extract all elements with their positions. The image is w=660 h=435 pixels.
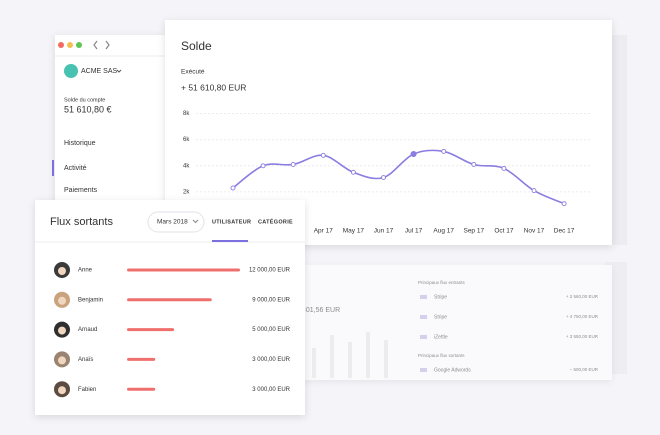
balance-label: Solde du compte bbox=[64, 97, 105, 103]
line bbox=[232, 149, 565, 205]
icon bbox=[420, 315, 427, 319]
row-value: 3 000,00 EUR bbox=[252, 387, 290, 393]
tab[interactable]: CATÉGORIE bbox=[258, 217, 293, 225]
icon bbox=[420, 295, 427, 299]
chart-subtitle: Exécuté bbox=[181, 69, 205, 76]
card bbox=[35, 200, 305, 415]
inflow-amount: + 3 550,00 EUR bbox=[566, 334, 599, 339]
rows: Anne 12 000,00 EUR Benjamin 9 000,00 EUR Arn… bbox=[54, 262, 291, 398]
chart-title: Solde bbox=[181, 39, 212, 53]
avatar-face bbox=[58, 296, 66, 305]
row-value: 9 000,00 EUR bbox=[252, 297, 290, 303]
inflow-amount: + 4 750,00 EUR bbox=[566, 314, 599, 319]
nav-arrows[interactable] bbox=[93, 40, 110, 50]
outflow-name: Google Adwords bbox=[434, 367, 471, 373]
avatar-face bbox=[58, 326, 66, 335]
period: Mars 2018 bbox=[157, 219, 188, 226]
row-name: Fabien bbox=[78, 387, 96, 393]
x-tick-label: Dec 17 bbox=[554, 228, 575, 235]
avatar-face bbox=[58, 356, 66, 365]
outflow-amount: − 500,00 EUR bbox=[570, 367, 599, 372]
menu-item[interactable]: Historique bbox=[64, 140, 96, 147]
inflow-name: iZettle bbox=[434, 334, 448, 340]
menu: Historique Activité Paiements bbox=[52, 140, 98, 194]
point bbox=[290, 162, 296, 167]
x-tick-label: Aug 17 bbox=[433, 228, 454, 235]
inflow-name: Stripe bbox=[434, 294, 447, 300]
row-bar bbox=[127, 268, 240, 272]
icon bbox=[420, 335, 427, 339]
row-name: Anne bbox=[78, 268, 93, 274]
avatar-face bbox=[58, 386, 66, 395]
point bbox=[501, 165, 507, 171]
x-tick-label: Jul 17 bbox=[405, 228, 423, 235]
x-tick-label: Nov 17 bbox=[524, 228, 545, 235]
x-tick-label: Jun 17 bbox=[374, 228, 394, 235]
row-bar bbox=[127, 357, 156, 361]
point bbox=[230, 185, 236, 191]
tab-underline bbox=[212, 240, 248, 242]
point bbox=[531, 188, 537, 194]
x-tick-label: Apr 17 bbox=[314, 228, 334, 235]
flux-title: Flux sortants bbox=[50, 216, 113, 228]
logo bbox=[64, 64, 78, 78]
row-value: 3 000,00 EUR bbox=[252, 357, 290, 363]
amount: 401,56 EUR bbox=[302, 307, 340, 314]
flux-card: Flux sortants Mars 2018 UTILISATEUR CATÉG… bbox=[35, 200, 305, 415]
point bbox=[260, 163, 266, 169]
point bbox=[320, 152, 326, 158]
menu-item[interactable]: Activité bbox=[64, 165, 87, 172]
point bbox=[381, 175, 386, 180]
row-bar bbox=[127, 298, 212, 302]
company[interactable]: ACME SAS bbox=[81, 68, 118, 75]
balance: 51 610,80 € bbox=[64, 104, 112, 114]
point bbox=[350, 169, 356, 175]
background-panel: 401,56 EUR Principaux flux entrants Prin… bbox=[300, 262, 627, 380]
point bbox=[410, 150, 417, 158]
inflow-amount: + 2 560,00 EUR bbox=[566, 294, 599, 299]
x-tick-label: Oct 17 bbox=[494, 228, 514, 235]
row-bar bbox=[127, 328, 175, 332]
bars bbox=[312, 332, 388, 378]
icon bbox=[420, 368, 427, 372]
tab[interactable]: UTILISATEUR bbox=[212, 219, 251, 225]
inflow-name: Stripe bbox=[434, 314, 447, 320]
x-tick-label: Sep 17 bbox=[463, 228, 484, 235]
row-name: Benjamin bbox=[78, 297, 103, 303]
row-value: 12 000,00 EUR bbox=[249, 268, 291, 274]
chart-total: + 51 610,80 EUR bbox=[181, 82, 246, 92]
inflow-title: Principaux flux entrants bbox=[418, 280, 466, 285]
x-tick-label: May 17 bbox=[343, 228, 365, 235]
y-tick-label: 8k bbox=[183, 111, 190, 117]
point bbox=[441, 148, 447, 154]
y-tick-label: 2k bbox=[183, 189, 190, 195]
y-tick-label: 6k bbox=[183, 137, 190, 143]
point bbox=[471, 162, 477, 167]
outflow-title: Principaux flux sortants bbox=[418, 353, 465, 358]
point bbox=[561, 201, 567, 207]
row-value: 5 000,00 EUR bbox=[252, 327, 290, 333]
menu-item[interactable]: Paiements bbox=[64, 187, 98, 194]
tabs: UTILISATEUR CATÉGORIE bbox=[212, 217, 293, 242]
active-indicator bbox=[52, 160, 54, 176]
row-name: Anaïs bbox=[78, 357, 93, 363]
row-bar bbox=[127, 387, 156, 391]
period-dropdown[interactable] bbox=[147, 211, 205, 233]
row-name: Arnaud bbox=[78, 327, 97, 333]
line-chart: 2k 4k 6k 8k Apr 17 May 17 Jun 17 Jul 17 Aug 17 Se… bbox=[183, 111, 592, 235]
avatar-face bbox=[58, 267, 66, 275]
y-tick-label: 4k bbox=[183, 163, 190, 169]
